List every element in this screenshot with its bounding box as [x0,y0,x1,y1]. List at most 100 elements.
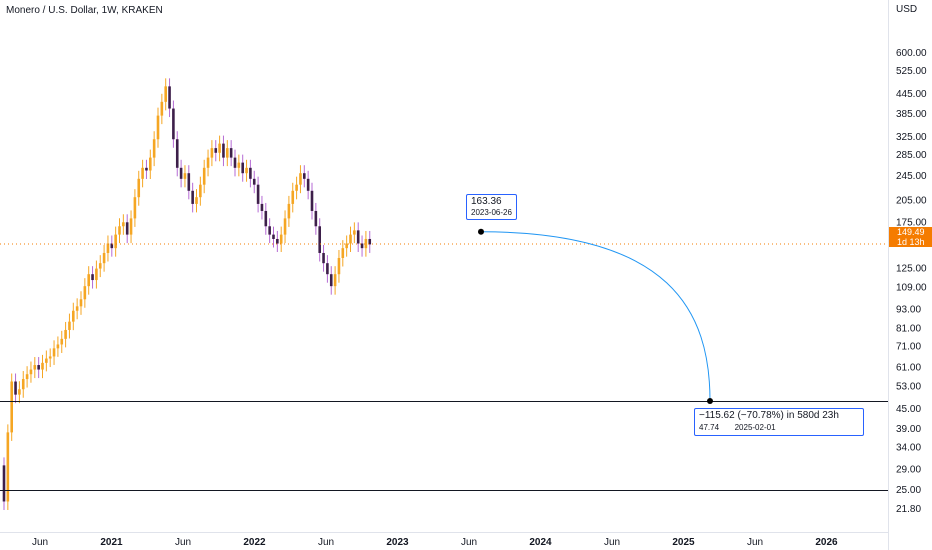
candle-body [329,274,333,287]
candle-body [318,226,321,253]
candle-body [83,286,87,300]
candle-body [145,167,148,171]
price-tick-label: 125.00 [896,264,927,275]
candle-body [14,381,17,395]
candle-body [2,465,6,502]
candle-body [268,226,271,235]
candle-body [222,143,225,158]
candle-body [125,222,129,235]
projection-end-date: 2025-02-01 [734,423,776,432]
price-tick-label: 525.00 [896,66,927,77]
price-tick-label: 71.00 [896,341,921,352]
price-tick-label: 29.00 [896,465,921,476]
candle-body [226,148,229,158]
candle-body [164,86,167,102]
candle-body [191,190,194,204]
candle-body [75,306,79,311]
candle-body [349,234,352,244]
last-price-badge: 149.49 1d 13h [889,227,932,247]
candle-body [353,230,356,235]
projection-end-point [707,398,713,404]
projection-start-label: 163.36 2023-06-26 [466,194,517,220]
price-axis-ticks: 600.00 525.00 445.00 385.00 325.00 285.00 245.… [896,48,927,515]
price-tick-label: 53.00 [896,382,921,393]
candle-body [218,143,221,153]
price-tick-label: 39.00 [896,424,921,435]
chart-title: Monero / U.S. Dollar, 1W, KRAKEN [6,5,163,16]
candle-body [160,101,164,116]
time-tick-label: 2024 [529,537,552,548]
price-tick-label: 81.00 [896,323,921,334]
candle-body [341,248,345,258]
time-tick-label: 2025 [672,537,695,548]
candle-body [129,218,133,235]
candle-body [322,252,325,264]
candle-body [10,381,13,433]
candle-body [337,257,341,275]
candle-body [25,374,29,380]
projection-start-point [478,228,484,235]
candle-body [52,348,56,357]
candle-body [118,226,121,235]
candle-body [229,148,233,158]
projection-end-label: −115.62 (−70.78%) in 580d 23h 47.74 2025… [694,408,864,436]
candle-body [87,274,90,287]
candle-body [37,365,40,370]
candle-body [48,356,52,359]
price-tick-label: 25.00 [896,485,921,496]
candle-body [283,218,287,235]
price-tick-label: 45.00 [896,404,921,415]
price-tick-label: 245.00 [896,171,927,182]
candle-body [6,432,10,502]
candle-body [56,344,60,349]
candle-body [141,167,144,179]
time-tick-label: Jun [32,537,48,548]
time-tick-label: 2021 [100,537,123,548]
price-tick-label: 34.00 [896,443,921,454]
candle-body [202,167,206,185]
price-tick-label: 21.80 [896,504,921,515]
candle-body [279,234,283,244]
candle-body [310,190,314,211]
candle-body [137,178,141,198]
currency-label: USD [896,4,917,15]
price-tick-label: 93.00 [896,304,921,315]
candle-body [295,184,298,191]
candle-body [156,115,160,140]
candle-body [168,86,171,109]
price-tick-label: 175.00 [896,217,927,228]
projection-end-value: 47.74 [699,423,720,432]
candle-body [98,263,102,269]
candle-body [233,157,237,168]
candle-body [187,173,191,191]
candle-body [175,139,179,168]
candle-body [152,139,156,158]
time-tick-label: 2022 [243,537,266,548]
candle-body [245,167,248,174]
candles-layer [2,78,372,510]
candle-body [102,252,106,264]
candle-body [364,238,368,249]
candle-body [333,274,337,287]
candle-body [199,184,202,198]
time-tick-label: Jun [604,537,620,548]
price-tick-label: 205.00 [896,196,927,207]
candle-body [210,148,214,158]
candle-body [183,173,187,179]
candle-body [237,162,241,168]
price-tick-label: 325.00 [896,132,927,143]
candle-body [68,321,71,330]
candle-body [45,358,48,363]
candle-body [29,369,33,375]
candle-body [133,197,137,219]
last-price-countdown: 1d 13h [897,237,925,247]
candle-body [179,167,183,179]
price-tick-label: 285.00 [896,150,927,161]
candle-body [18,389,21,395]
price-tick-label: 109.00 [896,282,927,293]
last-price-value: 149.49 [897,227,925,237]
candle-body [21,379,25,390]
candle-body [60,338,64,345]
candle-body [79,299,83,307]
